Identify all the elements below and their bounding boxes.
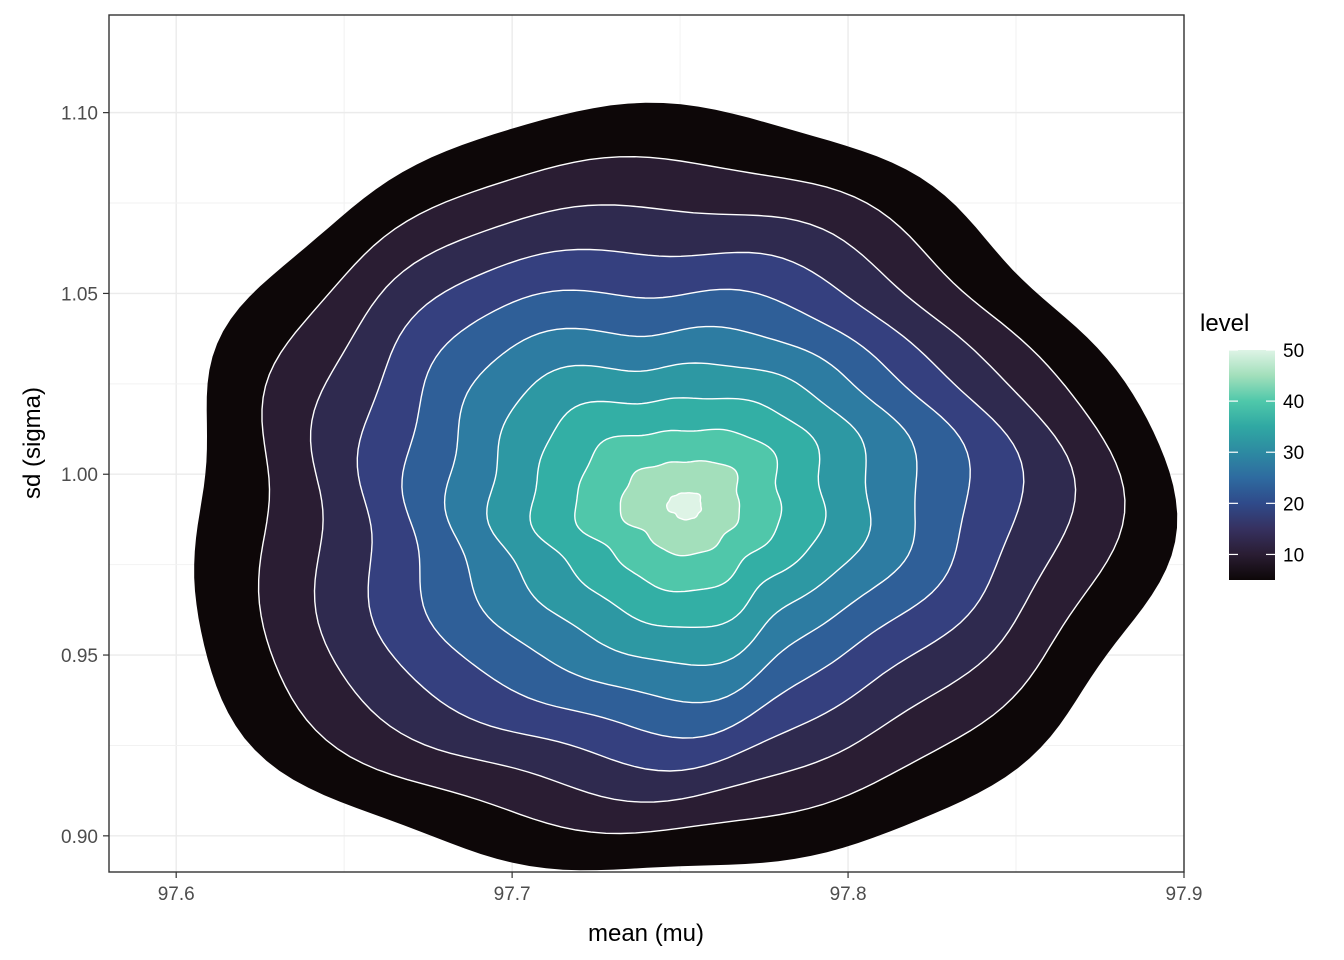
y-axis: 0.90 0.95 1.00 1.05 1.10 (61, 104, 109, 848)
legend-title: level (1200, 310, 1249, 337)
contour-line (666, 492, 703, 521)
legend-ticks: 10 20 30 40 50 (1229, 341, 1304, 566)
y-tick-label: 0.90 (61, 827, 98, 848)
x-axis-title: mean (mu) (588, 920, 704, 947)
contour-line (619, 460, 741, 557)
legend-tick-label: 20 (1283, 494, 1304, 515)
x-axis: 97.6 97.7 97.8 97.9 (158, 872, 1203, 905)
contour-line (401, 288, 971, 739)
contour-line (309, 204, 1077, 803)
contour-line (574, 428, 783, 593)
contour-line (356, 248, 1025, 772)
contour-line (486, 362, 872, 666)
contour-line (257, 155, 1126, 835)
y-tick-label: 1.10 (61, 104, 98, 125)
x-tick-label: 97.9 (1166, 884, 1203, 905)
contour-lines (257, 155, 1126, 835)
x-tick-label: 97.7 (494, 884, 531, 905)
contour-line (443, 325, 918, 704)
legend-colorbar (1229, 350, 1275, 580)
y-tick-label: 1.05 (61, 284, 98, 305)
plot-border (108, 14, 1185, 873)
legend-tick-label: 30 (1283, 443, 1304, 464)
y-axis-title: sd (sigma) (19, 387, 46, 499)
legend-tick-label: 50 (1283, 341, 1304, 362)
y-tick-label: 1.00 (61, 465, 98, 486)
y-tick-label: 0.95 (61, 646, 98, 667)
legend: level 10 20 30 40 50 (1200, 310, 1304, 580)
x-tick-label: 97.6 (158, 884, 195, 905)
contour-line (529, 397, 827, 628)
legend-tick-label: 10 (1283, 545, 1304, 566)
legend-tick-label: 40 (1283, 392, 1304, 413)
x-tick-label: 97.8 (830, 884, 867, 905)
